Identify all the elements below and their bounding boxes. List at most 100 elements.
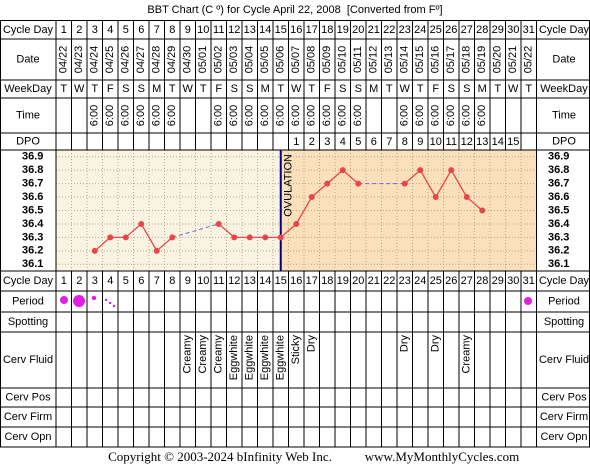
weekday: S [448, 83, 455, 95]
cerv-fluid: Dry [399, 335, 411, 353]
cycle-day: 26 [445, 24, 457, 36]
date: 04/28 [151, 46, 163, 74]
row-label-right: Cerv Fluid [539, 354, 589, 366]
cerv-fluid: Eggwhite [244, 335, 256, 380]
temperature-point [355, 180, 362, 187]
weekday: M [152, 83, 161, 95]
y-tick-label: 36.7 [22, 178, 43, 190]
weekday: S [339, 83, 346, 95]
y-tick-label: 36.3 [22, 231, 43, 243]
cycle-day: 8 [169, 275, 175, 287]
cycle-day: 9 [185, 275, 191, 287]
cerv-fluid: Eggwhite [259, 335, 271, 380]
y-tick-label-right: 36.5 [548, 204, 569, 216]
date: 05/13 [383, 46, 395, 74]
period-dot [91, 295, 97, 301]
time: 6:00 [306, 105, 318, 126]
dpo: 4 [340, 136, 346, 148]
row-label-right: Time [552, 109, 576, 121]
cycle-day: 17 [306, 24, 318, 36]
cycle-day: 14 [259, 275, 271, 287]
time: 6:00 [228, 105, 240, 126]
weekday: S [122, 83, 129, 95]
cycle-day: 31 [523, 275, 535, 287]
cerv-fluid: Dry [430, 335, 442, 353]
period-dot [524, 297, 532, 305]
time: 6:00 [135, 105, 147, 126]
chart-layer: 36.1 36.136.2 36.236.3 36.336.4 36.436.5 36.5… [0, 20, 590, 448]
time: 6:00 [213, 105, 225, 126]
date: 04/26 [120, 46, 132, 74]
y-tick-label: 36.1 [22, 258, 43, 270]
cerv-fluid: Creamy [213, 335, 225, 374]
row-label-right: DPO [552, 135, 576, 147]
cycle-day: 19 [337, 275, 349, 287]
date: 05/12 [368, 46, 380, 74]
cycle-day: 28 [476, 24, 488, 36]
temperature-point [169, 234, 176, 241]
row-label-right: Cerv Pos [541, 391, 587, 403]
weekday: W [291, 83, 302, 95]
y-tick-label: 36.9 [22, 151, 43, 163]
cycle-day: 27 [461, 24, 473, 36]
weekday: T [60, 83, 67, 95]
cycle-day: 3 [92, 24, 98, 36]
cycle-day: 15 [275, 24, 287, 36]
row-label: Cerv Pos [5, 391, 51, 403]
cycle-day: 25 [430, 24, 442, 36]
row-label-right: Spotting [544, 316, 584, 328]
weekday: W [400, 83, 411, 95]
time: 6:00 [89, 105, 101, 126]
y-tick-label: 36.5 [22, 204, 43, 216]
row-label: Date [16, 53, 39, 65]
temperature-point [153, 247, 160, 254]
cycle-day: 30 [507, 275, 519, 287]
temperature-point [138, 220, 145, 227]
cycle-day: 10 [197, 24, 209, 36]
date: 05/03 [228, 46, 240, 74]
date: 05/17 [445, 46, 457, 74]
time: 6:00 [476, 105, 488, 126]
time: 6:00 [290, 105, 302, 126]
cycle-day: 11 [213, 275, 224, 287]
temperature-point [231, 234, 238, 241]
date: 05/09 [321, 46, 333, 74]
date: 04/23 [73, 46, 85, 74]
weekday: S [138, 83, 145, 95]
cycle-day: 20 [352, 24, 364, 36]
temperature-point [122, 234, 129, 241]
temperature-point [448, 167, 455, 174]
temperature-point [262, 234, 269, 241]
cerv-fluid: Dry [306, 335, 318, 353]
date: 05/18 [461, 46, 473, 74]
weekday: F [107, 83, 114, 95]
temperature-point [417, 167, 424, 174]
temperature-point [432, 194, 439, 201]
cycle-day: 11 [213, 24, 224, 36]
cycle-day: 22 [383, 275, 395, 287]
time: 6:00 [414, 105, 426, 126]
date: 05/05 [259, 46, 271, 74]
weekday: S [246, 83, 253, 95]
row-label: Spotting [8, 316, 48, 328]
cycle-day: 26 [445, 275, 457, 287]
weekday: M [261, 83, 270, 95]
dpo: 15 [507, 136, 519, 148]
cycle-day: 23 [399, 24, 411, 36]
cerv-fluid: Creamy [182, 335, 194, 374]
cycle-day: 23 [399, 275, 411, 287]
date: 04/30 [182, 46, 194, 74]
row-label: DPO [16, 135, 40, 147]
y-tick-label-right: 36.6 [548, 191, 569, 203]
cycle-day: 29 [492, 275, 504, 287]
cycle-day: 1 [61, 24, 67, 36]
date: 04/24 [89, 46, 101, 74]
row-label-right: Cerv Opn [540, 431, 587, 443]
cerv-fluid: Eggwhite [228, 335, 240, 380]
cycle-day: 4 [107, 275, 113, 287]
time: 6:00 [120, 105, 132, 126]
cycle-day: 16 [290, 24, 302, 36]
y-tick-label-right: 36.2 [548, 245, 569, 257]
cycle-day: 1 [61, 275, 67, 287]
